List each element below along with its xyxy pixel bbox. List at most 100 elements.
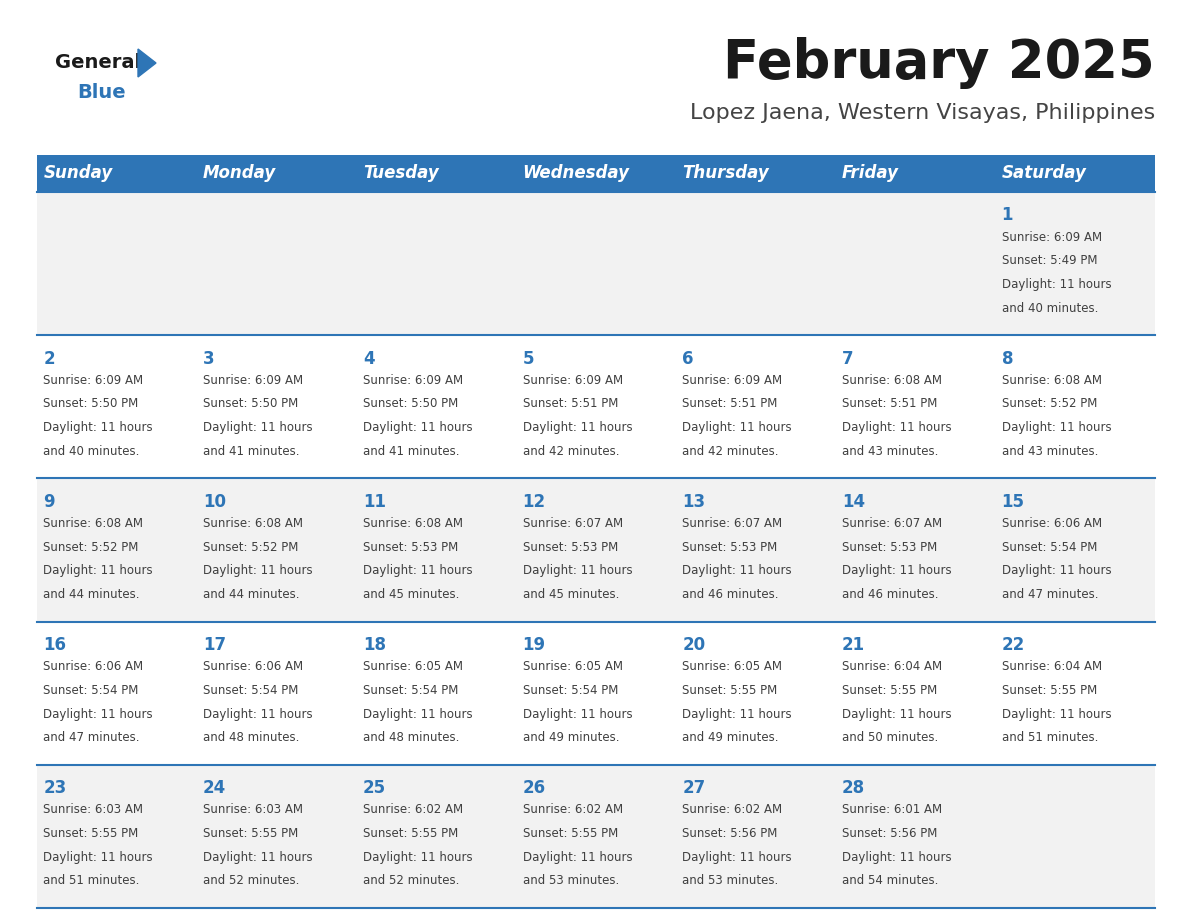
Text: Sunrise: 6:05 AM: Sunrise: 6:05 AM <box>682 660 782 673</box>
Text: Sunrise: 6:07 AM: Sunrise: 6:07 AM <box>842 517 942 530</box>
Text: Sunset: 5:56 PM: Sunset: 5:56 PM <box>682 827 778 840</box>
Text: Sunset: 5:54 PM: Sunset: 5:54 PM <box>362 684 459 697</box>
Text: Daylight: 11 hours: Daylight: 11 hours <box>842 421 952 434</box>
Text: 21: 21 <box>842 636 865 654</box>
Text: Blue: Blue <box>77 84 126 103</box>
Text: and 43 minutes.: and 43 minutes. <box>1001 444 1098 458</box>
Text: and 48 minutes.: and 48 minutes. <box>362 731 460 744</box>
Text: 8: 8 <box>1001 350 1013 367</box>
Text: Sunrise: 6:06 AM: Sunrise: 6:06 AM <box>1001 517 1101 530</box>
Text: February 2025: February 2025 <box>723 37 1155 89</box>
Text: 25: 25 <box>362 779 386 797</box>
Text: Lopez Jaena, Western Visayas, Philippines: Lopez Jaena, Western Visayas, Philippine… <box>690 103 1155 123</box>
Text: 10: 10 <box>203 493 226 510</box>
Text: 27: 27 <box>682 779 706 797</box>
Text: Sunrise: 6:03 AM: Sunrise: 6:03 AM <box>44 803 144 816</box>
Text: Sunset: 5:55 PM: Sunset: 5:55 PM <box>362 827 459 840</box>
Text: Sunset: 5:55 PM: Sunset: 5:55 PM <box>523 827 618 840</box>
Text: 23: 23 <box>44 779 67 797</box>
Text: Daylight: 11 hours: Daylight: 11 hours <box>362 708 473 721</box>
Text: and 51 minutes.: and 51 minutes. <box>1001 731 1098 744</box>
Text: Sunrise: 6:04 AM: Sunrise: 6:04 AM <box>842 660 942 673</box>
Text: Sunrise: 6:08 AM: Sunrise: 6:08 AM <box>362 517 463 530</box>
Text: 17: 17 <box>203 636 226 654</box>
Text: and 45 minutes.: and 45 minutes. <box>523 588 619 601</box>
Text: Daylight: 11 hours: Daylight: 11 hours <box>1001 278 1111 291</box>
Text: Sunrise: 6:08 AM: Sunrise: 6:08 AM <box>44 517 144 530</box>
Text: Sunrise: 6:02 AM: Sunrise: 6:02 AM <box>362 803 463 816</box>
Text: Monday: Monday <box>203 164 277 183</box>
Text: Sunrise: 6:07 AM: Sunrise: 6:07 AM <box>523 517 623 530</box>
Text: and 46 minutes.: and 46 minutes. <box>842 588 939 601</box>
Text: and 42 minutes.: and 42 minutes. <box>523 444 619 458</box>
Text: Daylight: 11 hours: Daylight: 11 hours <box>44 851 153 864</box>
Text: Daylight: 11 hours: Daylight: 11 hours <box>1001 421 1111 434</box>
Text: Daylight: 11 hours: Daylight: 11 hours <box>44 708 153 721</box>
Text: Sunset: 5:52 PM: Sunset: 5:52 PM <box>1001 397 1097 410</box>
Text: 3: 3 <box>203 350 215 367</box>
Text: Daylight: 11 hours: Daylight: 11 hours <box>44 565 153 577</box>
Text: Sunrise: 6:04 AM: Sunrise: 6:04 AM <box>1001 660 1101 673</box>
Text: Sunrise: 6:09 AM: Sunrise: 6:09 AM <box>44 374 144 386</box>
Text: 24: 24 <box>203 779 227 797</box>
Text: Daylight: 11 hours: Daylight: 11 hours <box>682 708 792 721</box>
Text: and 41 minutes.: and 41 minutes. <box>203 444 299 458</box>
Text: 28: 28 <box>842 779 865 797</box>
Text: Sunrise: 6:03 AM: Sunrise: 6:03 AM <box>203 803 303 816</box>
Text: Sunset: 5:54 PM: Sunset: 5:54 PM <box>203 684 298 697</box>
Text: 19: 19 <box>523 636 545 654</box>
Text: Thursday: Thursday <box>682 164 769 183</box>
Text: Sunset: 5:55 PM: Sunset: 5:55 PM <box>682 684 777 697</box>
Text: and 40 minutes.: and 40 minutes. <box>44 444 140 458</box>
Text: and 45 minutes.: and 45 minutes. <box>362 588 460 601</box>
Text: Daylight: 11 hours: Daylight: 11 hours <box>203 851 312 864</box>
Text: 18: 18 <box>362 636 386 654</box>
Text: 20: 20 <box>682 636 706 654</box>
Text: Daylight: 11 hours: Daylight: 11 hours <box>362 421 473 434</box>
Text: Sunset: 5:49 PM: Sunset: 5:49 PM <box>1001 254 1098 267</box>
Text: Sunset: 5:50 PM: Sunset: 5:50 PM <box>203 397 298 410</box>
Text: and 40 minutes.: and 40 minutes. <box>1001 301 1098 315</box>
Text: Sunrise: 6:08 AM: Sunrise: 6:08 AM <box>842 374 942 386</box>
Text: 22: 22 <box>1001 636 1025 654</box>
Text: and 47 minutes.: and 47 minutes. <box>1001 588 1098 601</box>
Text: Daylight: 11 hours: Daylight: 11 hours <box>842 565 952 577</box>
Text: Sunrise: 6:02 AM: Sunrise: 6:02 AM <box>523 803 623 816</box>
Text: Daylight: 11 hours: Daylight: 11 hours <box>842 851 952 864</box>
Text: Sunrise: 6:06 AM: Sunrise: 6:06 AM <box>44 660 144 673</box>
Text: Sunset: 5:51 PM: Sunset: 5:51 PM <box>523 397 618 410</box>
Text: 13: 13 <box>682 493 706 510</box>
Bar <box>37 478 1155 621</box>
Text: and 49 minutes.: and 49 minutes. <box>523 731 619 744</box>
Text: Sunset: 5:50 PM: Sunset: 5:50 PM <box>362 397 459 410</box>
Polygon shape <box>138 49 156 77</box>
Text: Friday: Friday <box>842 164 899 183</box>
Bar <box>37 621 1155 765</box>
Text: Sunset: 5:52 PM: Sunset: 5:52 PM <box>44 541 139 554</box>
Text: Daylight: 11 hours: Daylight: 11 hours <box>523 565 632 577</box>
Text: and 51 minutes.: and 51 minutes. <box>44 874 140 888</box>
Text: and 53 minutes.: and 53 minutes. <box>682 874 778 888</box>
Text: Sunrise: 6:07 AM: Sunrise: 6:07 AM <box>682 517 783 530</box>
Text: Sunrise: 6:09 AM: Sunrise: 6:09 AM <box>523 374 623 386</box>
Text: Daylight: 11 hours: Daylight: 11 hours <box>362 851 473 864</box>
Text: 7: 7 <box>842 350 854 367</box>
Text: Wednesday: Wednesday <box>523 164 630 183</box>
Text: Sunset: 5:53 PM: Sunset: 5:53 PM <box>682 541 777 554</box>
Text: Daylight: 11 hours: Daylight: 11 hours <box>44 421 153 434</box>
Text: and 49 minutes.: and 49 minutes. <box>682 731 779 744</box>
Text: and 52 minutes.: and 52 minutes. <box>362 874 460 888</box>
Text: Daylight: 11 hours: Daylight: 11 hours <box>523 851 632 864</box>
Text: Daylight: 11 hours: Daylight: 11 hours <box>682 421 792 434</box>
Text: 5: 5 <box>523 350 535 367</box>
Text: Sunset: 5:53 PM: Sunset: 5:53 PM <box>842 541 937 554</box>
Text: Sunrise: 6:09 AM: Sunrise: 6:09 AM <box>203 374 303 386</box>
Text: Sunset: 5:51 PM: Sunset: 5:51 PM <box>842 397 937 410</box>
Text: Sunrise: 6:08 AM: Sunrise: 6:08 AM <box>203 517 303 530</box>
Text: Sunset: 5:54 PM: Sunset: 5:54 PM <box>1001 541 1097 554</box>
Text: Daylight: 11 hours: Daylight: 11 hours <box>203 565 312 577</box>
Text: and 46 minutes.: and 46 minutes. <box>682 588 779 601</box>
Text: 11: 11 <box>362 493 386 510</box>
Text: Sunset: 5:54 PM: Sunset: 5:54 PM <box>44 684 139 697</box>
Text: Daylight: 11 hours: Daylight: 11 hours <box>203 708 312 721</box>
